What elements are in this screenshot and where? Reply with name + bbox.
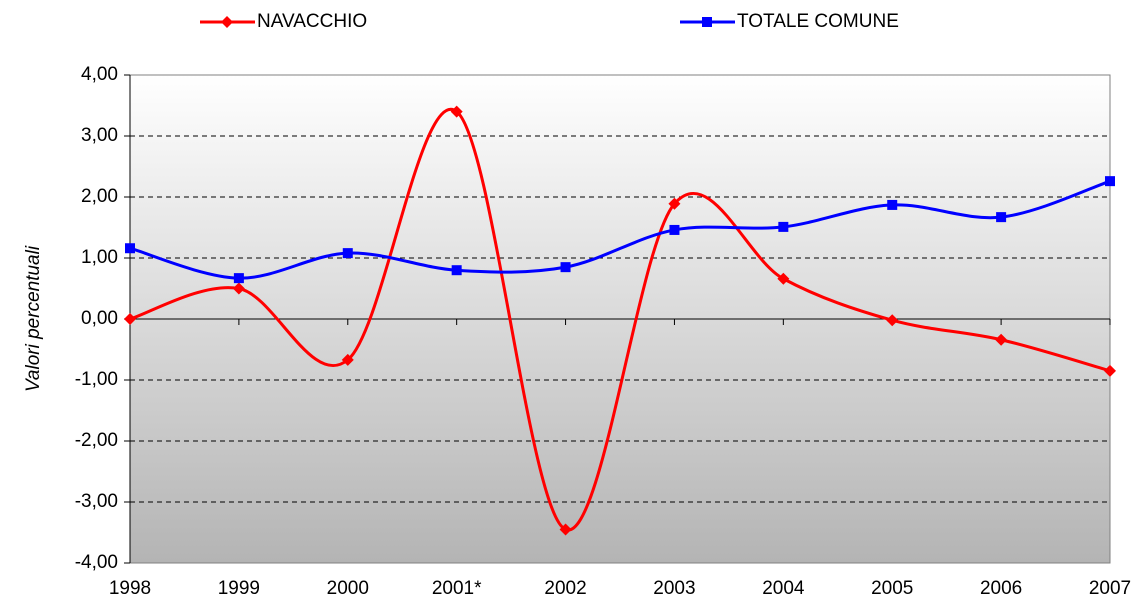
marker	[996, 212, 1007, 223]
x-tick-label: 2006	[980, 578, 1022, 599]
marker	[560, 262, 571, 273]
marker	[124, 313, 136, 325]
marker	[451, 265, 462, 276]
marker	[450, 105, 463, 118]
marker	[342, 248, 353, 259]
marker	[1105, 176, 1115, 187]
y-tick-label: -2,00	[75, 430, 118, 451]
marker	[232, 282, 245, 295]
x-tick-label: 2001*	[432, 578, 482, 599]
legend-label: TOTALE COMUNE	[737, 11, 899, 32]
x-tick-label: 2005	[871, 578, 913, 599]
marker	[125, 243, 135, 254]
marker	[777, 272, 790, 285]
marker	[233, 273, 244, 284]
y-tick-label: 4,00	[81, 64, 118, 85]
legend-marker	[221, 16, 233, 28]
legend-label: NAVACCHIO	[257, 11, 367, 32]
x-tick-label: 2003	[653, 578, 695, 599]
y-tick-label: 0,00	[81, 308, 118, 329]
x-tick-label: 1999	[218, 578, 260, 599]
y-tick-label: 2,00	[81, 186, 118, 207]
marker	[559, 523, 572, 536]
y-tick-label: 3,00	[81, 125, 118, 146]
y-tick-label: -3,00	[75, 491, 118, 512]
y-tick-label: 1,00	[81, 247, 118, 268]
legend-marker	[702, 17, 712, 27]
marker	[1104, 364, 1116, 377]
x-tick-label: 2000	[327, 578, 369, 599]
y-axis-label: Valori percentuali	[23, 245, 44, 392]
marker	[341, 353, 354, 366]
series-line	[129, 179, 1111, 280]
marker	[669, 224, 680, 235]
x-tick-label: 2004	[762, 578, 805, 599]
marker	[887, 199, 898, 210]
marker	[995, 333, 1008, 346]
marker	[778, 221, 789, 232]
marker	[668, 197, 681, 210]
x-tick-label: 1998	[109, 578, 151, 599]
x-tick-label: 2007	[1089, 578, 1131, 599]
y-tick-label: -1,00	[75, 369, 118, 390]
marker	[886, 314, 899, 327]
y-tick-label: -4,00	[75, 552, 118, 573]
x-tick-label: 2002	[544, 578, 586, 599]
